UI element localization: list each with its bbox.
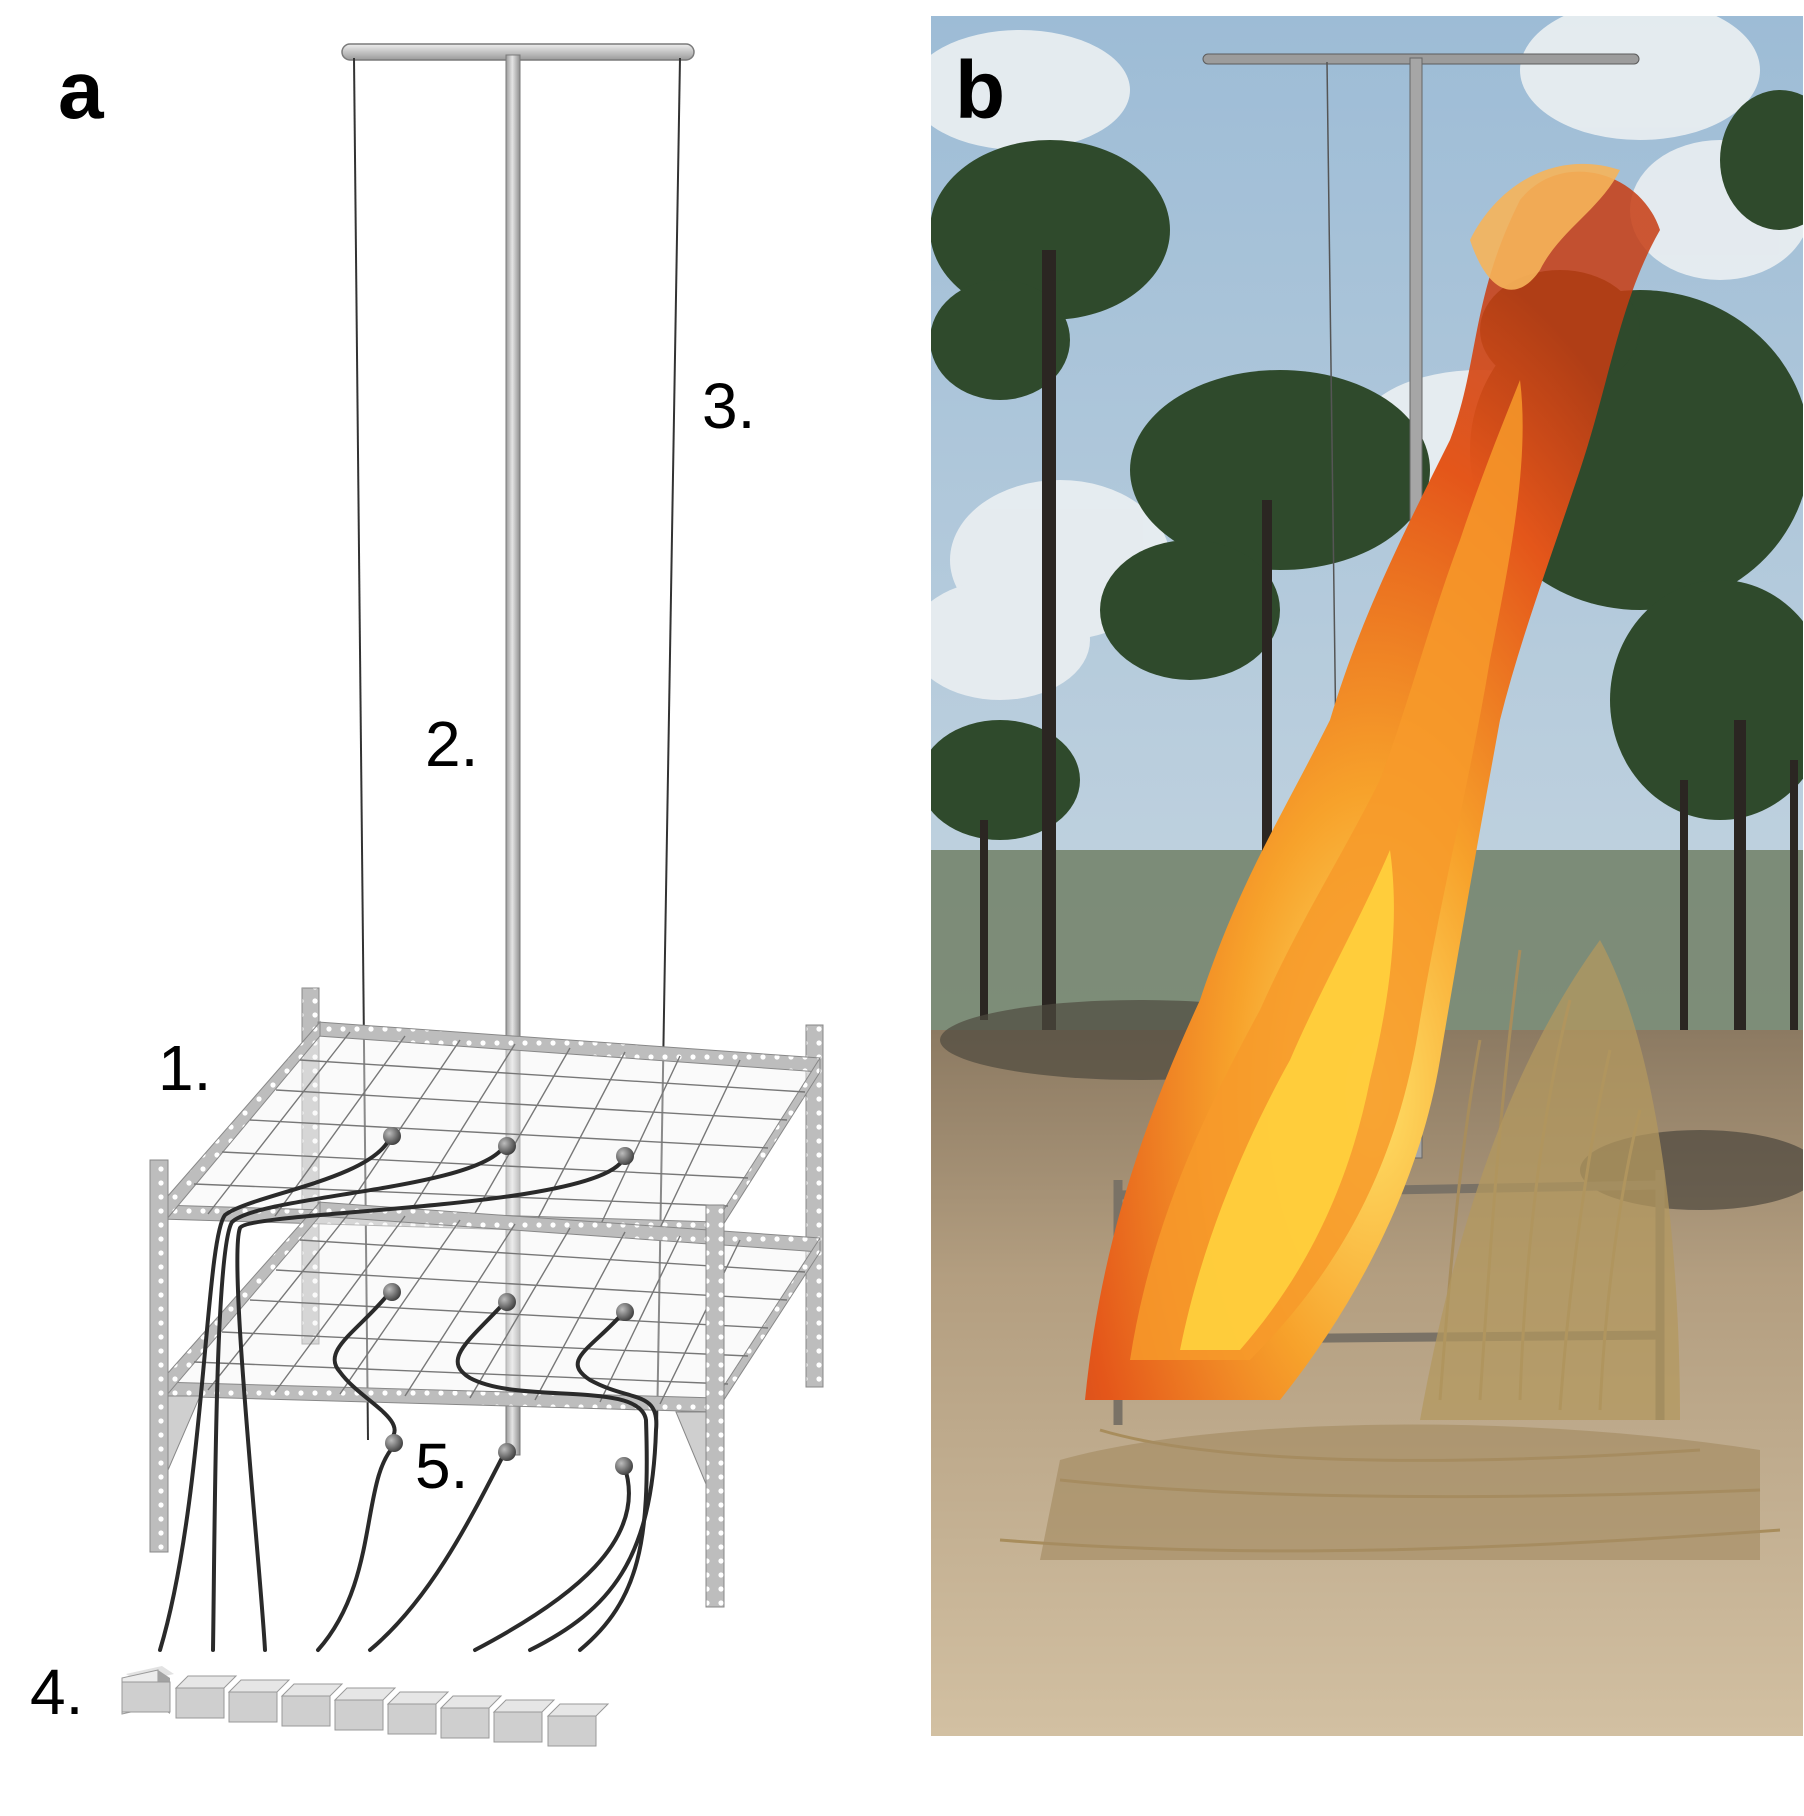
sensor-upper-right bbox=[616, 1147, 634, 1165]
sensor-ground-center bbox=[498, 1443, 516, 1461]
logger-box bbox=[439, 1695, 503, 1739]
frame-post-front-left bbox=[149, 1159, 169, 1553]
logger-box bbox=[227, 1679, 291, 1723]
flames bbox=[1085, 163, 1660, 1401]
grass-pile bbox=[1420, 940, 1680, 1420]
label-3-cable: 3. bbox=[702, 370, 755, 442]
upper-shelf bbox=[159, 1020, 821, 1238]
tree-trunks bbox=[980, 250, 1798, 1060]
panel-a-letter: a bbox=[58, 45, 105, 136]
frame-post-front-right bbox=[705, 1204, 725, 1608]
sensor-lower-left bbox=[383, 1283, 401, 1301]
frame-post-back-right bbox=[805, 1024, 824, 1388]
logger-box bbox=[546, 1703, 610, 1747]
brace-right bbox=[675, 1411, 707, 1485]
sensor-upper-left bbox=[383, 1127, 401, 1145]
sensor-ground-right bbox=[615, 1457, 633, 1475]
brace-left bbox=[167, 1395, 201, 1471]
panel-b-letter: b bbox=[955, 45, 1005, 136]
logger-box bbox=[492, 1699, 556, 1743]
logger-box bbox=[121, 1666, 174, 1715]
panel-a-schematic: a bbox=[30, 43, 824, 1747]
sensors bbox=[383, 1127, 634, 1475]
panel-b-photo: b bbox=[931, 16, 1803, 1736]
logger-box bbox=[174, 1675, 238, 1719]
sensor-lower-center bbox=[498, 1293, 516, 1311]
sensor-ground-left bbox=[385, 1434, 403, 1452]
cable-right bbox=[656, 57, 681, 1431]
lower-shelf bbox=[159, 1200, 821, 1414]
tree-canopy bbox=[931, 90, 1803, 840]
logger-boxes bbox=[121, 1666, 610, 1747]
grass-litter bbox=[1040, 1424, 1760, 1560]
label-4-loggers: 4. bbox=[30, 1656, 83, 1728]
logger-box bbox=[386, 1691, 450, 1735]
label-2-pole: 2. bbox=[425, 708, 478, 780]
sensor-lower-right bbox=[616, 1303, 634, 1321]
logger-box bbox=[333, 1687, 397, 1731]
sensor-wires bbox=[158, 1136, 659, 1652]
sensor-upper-center bbox=[498, 1137, 516, 1155]
label-5-sensors: 5. bbox=[415, 1430, 468, 1502]
logger-box bbox=[280, 1683, 344, 1727]
label-1-fuel-bed: 1. bbox=[158, 1032, 211, 1104]
